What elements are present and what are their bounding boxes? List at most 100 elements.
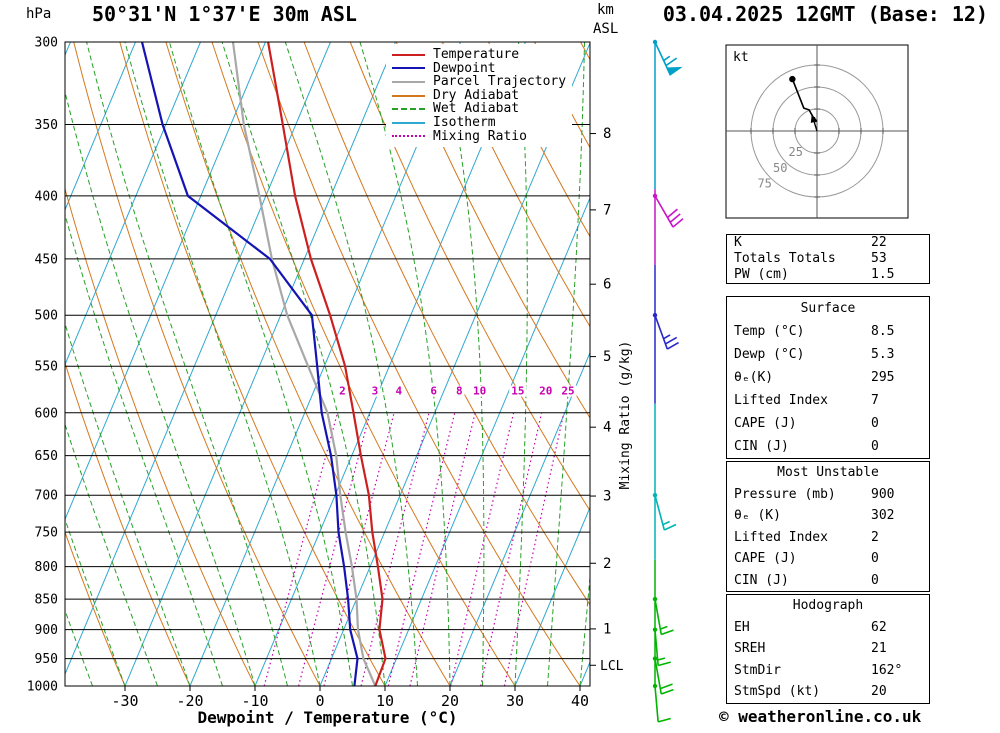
legend-item: Wet Adiabat xyxy=(392,102,566,116)
x-axis-label: Dewpoint / Temperature (°C) xyxy=(197,708,458,727)
legend-item: Dewpoint xyxy=(392,60,566,76)
pressure-gridlines xyxy=(65,42,590,686)
mixing-ratio-value: 25 xyxy=(561,385,574,398)
table-header: Hodograph xyxy=(792,598,864,613)
legend-label: Parcel Trajectory xyxy=(433,74,567,90)
mixing-ratio-value: 3 xyxy=(372,385,379,398)
stat-label: CIN (J) xyxy=(734,572,789,588)
dewpoint-curve xyxy=(140,42,359,686)
km-tick-label: 8 xyxy=(603,126,611,142)
table-header: Surface xyxy=(800,301,856,316)
stat-value: 7 xyxy=(871,393,879,408)
wind-barb xyxy=(652,39,683,76)
pressure-tick-label: 550 xyxy=(35,360,58,375)
pressure-tick-label: 700 xyxy=(35,489,58,504)
asl-unit-label: ASL xyxy=(593,21,619,37)
table-row: Totals Totals 53 xyxy=(727,251,929,267)
legend-label: Dry Adiabat xyxy=(433,87,520,103)
km-tick-label: 5 xyxy=(603,349,611,365)
wind-barb xyxy=(652,627,671,667)
wind-barb xyxy=(652,313,679,350)
skewt-plot xyxy=(65,42,590,686)
stat-value: 0 xyxy=(871,416,879,431)
stat-label: Lifted Index xyxy=(734,393,828,408)
pressure-tick-label: 850 xyxy=(35,593,58,608)
table-row: Lifted Index 7 xyxy=(727,389,929,412)
stat-label: CAPE (J) xyxy=(734,416,797,431)
wind-barb-column xyxy=(652,39,684,723)
wind-barb xyxy=(652,656,674,695)
storm-motion-arrowhead xyxy=(810,114,818,123)
temp-tick-label: 0 xyxy=(315,692,324,710)
stats-table-hodograph_table: Hodograph EH 62 SREH 21 StmDir 162° StmSpd (kt)… xyxy=(726,594,930,704)
table-row: Pressure (mb) 900 xyxy=(727,484,929,506)
table-header: Most Unstable xyxy=(777,465,879,480)
table-row: CAPE (J) 0 xyxy=(727,412,929,435)
stat-value: 5.3 xyxy=(871,347,895,362)
km-tick-label: 3 xyxy=(603,489,611,505)
legend-item: Mixing Ratio xyxy=(392,129,566,144)
table-row: EH 62 xyxy=(727,617,929,639)
legend-line-sample xyxy=(392,108,425,111)
km-tick-label: 7 xyxy=(603,202,611,218)
table-row: θₑ (K) 302 xyxy=(727,505,929,527)
pressure-tick-label: 400 xyxy=(35,189,58,204)
stat-value: 21 xyxy=(871,641,887,656)
mixing-ratio-value: 4 xyxy=(395,385,402,398)
mixing-ratio-value: 15 xyxy=(511,385,524,398)
stat-value: 900 xyxy=(871,486,895,502)
pressure-tick-label: 800 xyxy=(35,560,58,575)
stat-label: K xyxy=(734,235,742,250)
legend-item: Isotherm xyxy=(392,116,566,130)
isotherm-lines xyxy=(65,42,590,686)
pressure-tick-label: 1000 xyxy=(27,680,58,695)
km-tick-label: 1 xyxy=(603,621,611,637)
mixing-ratio-value: 2 xyxy=(339,385,346,398)
stat-value: 302 xyxy=(871,508,895,523)
hodograph-trace-endpoint xyxy=(789,75,796,83)
legend-line-sample xyxy=(392,94,425,97)
stat-value: 0 xyxy=(871,572,879,588)
temp-tick-label: -20 xyxy=(176,692,203,710)
legend-label: Isotherm xyxy=(433,114,496,130)
pressure-tick-label: 950 xyxy=(35,652,58,667)
stat-label: Totals Totals xyxy=(734,251,836,266)
pressure-tick-label: 650 xyxy=(35,449,58,464)
mixing-ratio-value: 20 xyxy=(539,385,552,398)
stat-value: 162° xyxy=(871,662,903,678)
stat-label: Pressure (mb) xyxy=(734,486,836,502)
wind-barb xyxy=(652,596,674,636)
stat-value: 62 xyxy=(871,619,887,635)
legend-label: Dewpoint xyxy=(433,60,496,76)
stat-value: 295 xyxy=(871,370,895,385)
lcl-label: LCL xyxy=(600,659,624,674)
legend-line-sample xyxy=(392,53,425,56)
wind-barb xyxy=(652,193,684,228)
table-row: StmSpd (kt) 20 xyxy=(727,681,929,703)
stat-value: 0 xyxy=(871,439,879,454)
legend-item: Dry Adiabat xyxy=(392,89,566,103)
km-tick-label: 4 xyxy=(603,420,611,436)
stat-label: SREH xyxy=(734,641,766,656)
table-row: CIN (J) 0 xyxy=(727,435,929,458)
temp-tick-label: 10 xyxy=(376,692,394,710)
stat-label: θₑ (K) xyxy=(734,508,781,523)
temp-tick-label: 20 xyxy=(441,692,459,710)
table-row: PW (cm) 1.5 xyxy=(727,267,929,283)
km-tick-label: 6 xyxy=(603,277,611,293)
stat-value: 2 xyxy=(871,529,879,545)
km-tick-label: 2 xyxy=(603,556,611,572)
stat-label: Dewp (°C) xyxy=(734,347,805,362)
temp-tick-label: 40 xyxy=(571,692,589,710)
legend-item: Temperature xyxy=(392,48,566,62)
stat-label: PW (cm) xyxy=(734,267,789,282)
hodograph-ring-label: 75 xyxy=(757,176,771,190)
legend: Temperature Dewpoint Parcel Trajectory Dry … xyxy=(386,44,573,148)
legend-line-sample xyxy=(392,135,425,138)
legend-line-sample xyxy=(392,67,425,70)
pressure-tick-label: 900 xyxy=(35,623,58,638)
table-row: K 22 xyxy=(727,235,929,251)
